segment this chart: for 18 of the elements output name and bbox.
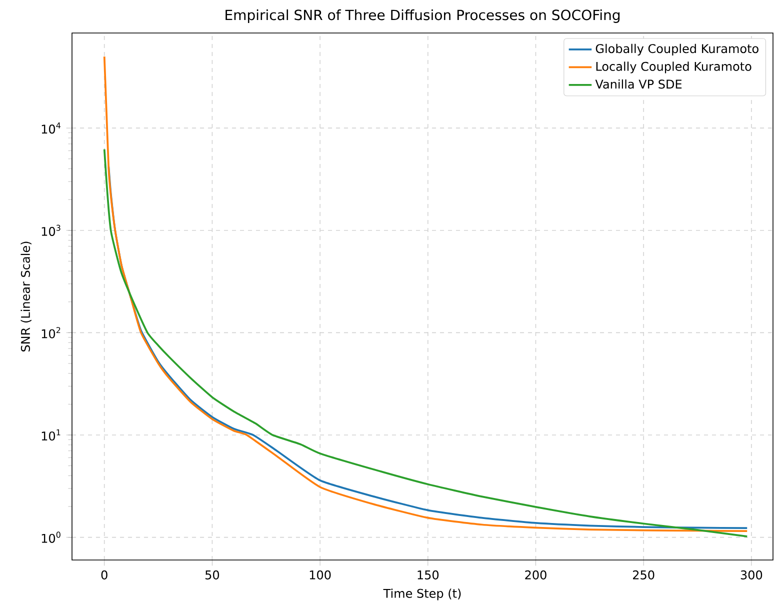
- y-tick-label: 10$^{2}$: [42, 327, 60, 338]
- x-tick-label: 150: [418, 570, 439, 580]
- x-tick-label: 250: [633, 570, 654, 580]
- y-tick-label: 10$^{1}$: [42, 429, 60, 441]
- x-tick-label: 200: [525, 570, 546, 580]
- x-tick-label: 100: [310, 570, 331, 580]
- x-tick-label: 50: [205, 570, 220, 580]
- x-tick-label: 0: [101, 570, 108, 580]
- y-tick-label: 10$^{3}$: [42, 224, 60, 236]
- legend-label: Vanilla VP SDE: [595, 79, 682, 89]
- y-axis-title: SNR (Linear Scale): [20, 242, 32, 352]
- legend-label: Locally Coupled Kuramoto: [596, 62, 752, 74]
- chart-title: Empirical SNR of Three Diffusion Processes on SOCOFing: [226, 9, 620, 23]
- x-axis-title: Time Step (t): [383, 588, 461, 600]
- y-tick-label: 10$^{0}$: [42, 532, 60, 543]
- x-tick-label: 300: [740, 570, 762, 580]
- y-tick-label: 10$^{4}$: [42, 122, 60, 134]
- legend-label: Globally Coupled Kuramoto: [596, 44, 758, 56]
